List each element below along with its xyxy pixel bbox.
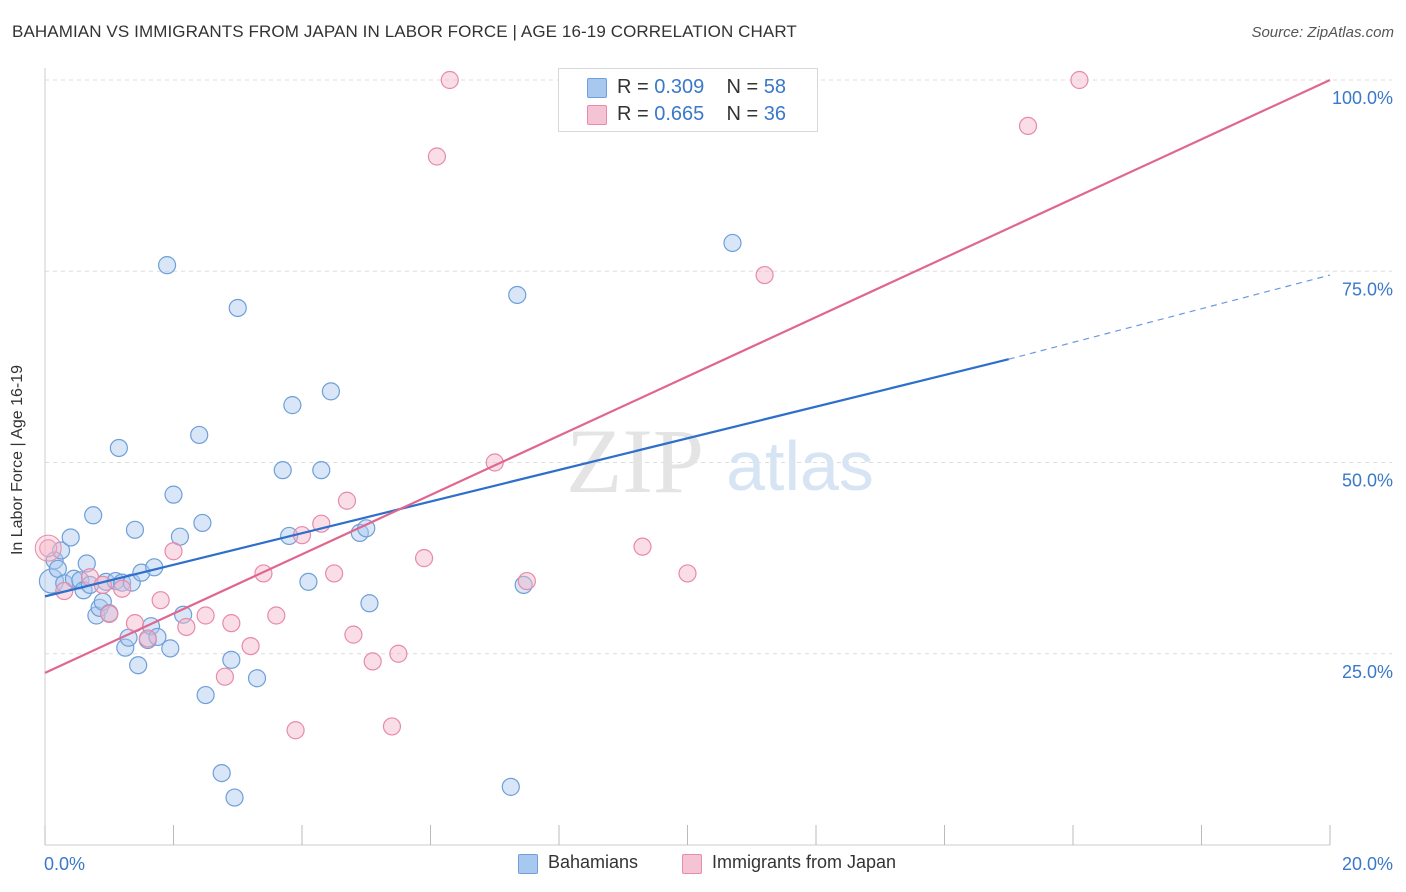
point-japan <box>267 606 286 625</box>
y-tick-label: 100.0% <box>1332 88 1393 108</box>
point-bahamians <box>273 461 292 480</box>
point-japan <box>286 721 305 740</box>
point-japan <box>389 644 408 663</box>
point-bahamians <box>299 572 318 591</box>
point-bahamians <box>116 638 135 657</box>
point-bahamians <box>157 256 177 275</box>
pink-swatch-icon <box>682 854 702 874</box>
point-japan <box>241 636 260 656</box>
point-bahamians <box>508 285 527 305</box>
trend-line-bahamians <box>44 358 1010 598</box>
point-bahamians <box>247 669 267 688</box>
point-bahamians <box>38 568 65 594</box>
point-japan <box>196 606 215 625</box>
r-label: R = <box>617 103 655 125</box>
point-japan <box>138 629 157 648</box>
point-japan <box>633 537 652 556</box>
grid <box>45 79 1392 655</box>
point-japan <box>337 491 357 510</box>
point-bahamians <box>501 777 520 796</box>
point-japan <box>222 614 241 633</box>
r-value: 0.309 <box>654 76 705 98</box>
point-japan <box>344 625 363 644</box>
blue-swatch-icon <box>587 78 607 98</box>
point-japan <box>678 564 697 583</box>
point-japan <box>151 591 170 610</box>
point-bahamians <box>164 485 183 504</box>
point-japan <box>93 575 112 595</box>
point-japan <box>177 617 196 637</box>
point-bahamians <box>190 425 209 445</box>
y-tick-label: 75.0% <box>1342 279 1393 299</box>
point-japan <box>112 579 132 598</box>
n-value: 58 <box>763 76 787 98</box>
r-value: 0.665 <box>654 103 705 125</box>
watermark-atlas: atlas <box>726 427 874 505</box>
y-axis-label: In Labor Force | Age 16-19 <box>9 364 26 556</box>
point-bahamians <box>193 513 212 533</box>
point-japan <box>164 542 183 561</box>
n-value: 36 <box>763 103 787 125</box>
point-bahamians <box>125 520 145 539</box>
point-bahamians <box>109 438 128 458</box>
point-japan-large <box>34 534 62 562</box>
point-bahamians <box>228 298 247 318</box>
source-label: Source: ZipAtlas.com <box>1251 24 1394 41</box>
point-japan <box>39 539 58 558</box>
point-bahamians <box>222 650 241 669</box>
y-tick-label: 25.0% <box>1342 662 1393 682</box>
point-bahamians <box>161 639 180 658</box>
point-japan <box>382 717 402 736</box>
point-bahamians <box>129 656 148 675</box>
legend-label: Bahamians <box>548 852 639 872</box>
stats-legend: R = 0.309 N = 58 R = 0.665 N = 36 <box>558 68 818 132</box>
point-japan <box>363 652 382 671</box>
point-japan <box>1070 70 1089 90</box>
tick-labels: 25.0% 50.0% 75.0% 100.0% 0.0% 20.0% <box>44 88 1393 874</box>
n-label: N = <box>726 76 764 98</box>
point-bahamians <box>84 506 103 525</box>
axes <box>44 68 1331 846</box>
point-japan <box>440 70 459 90</box>
point-bahamians <box>360 594 379 613</box>
point-bahamians <box>212 763 231 783</box>
point-japan <box>755 265 774 285</box>
point-bahamians <box>321 382 341 401</box>
r-label: R = <box>617 76 655 98</box>
x-tick-label: 20.0% <box>1342 854 1393 874</box>
point-japan <box>414 549 434 568</box>
trend-line-japan <box>44 79 1331 674</box>
blue-swatch-icon <box>518 854 538 874</box>
trend-lines <box>44 79 1331 674</box>
point-bahamians <box>61 528 80 547</box>
point-bahamians <box>723 233 742 253</box>
watermark-zip: ZIP <box>566 410 704 512</box>
chart-title: BAHAMIAN VS IMMIGRANTS FROM JAPAN IN LAB… <box>12 22 797 41</box>
y-tick-label: 50.0% <box>1342 471 1393 491</box>
point-bahamians <box>283 396 302 415</box>
point-japan <box>100 604 119 624</box>
n-label: N = <box>726 103 764 125</box>
point-bahamians <box>77 554 96 573</box>
pink-swatch-icon <box>587 105 607 125</box>
point-japan <box>215 667 234 686</box>
trend-line-bahamians-extension <box>1008 274 1331 360</box>
point-japan <box>1018 116 1038 136</box>
point-bahamians <box>225 788 244 807</box>
point-japan <box>427 147 447 166</box>
x-tick-label: 0.0% <box>44 854 85 874</box>
data-points <box>34 70 1089 807</box>
point-bahamians <box>196 685 215 705</box>
point-japan <box>325 564 344 583</box>
point-japan <box>517 571 536 591</box>
point-bahamians <box>312 461 331 480</box>
watermark: ZIP atlas <box>566 410 874 512</box>
point-japan <box>254 564 273 583</box>
legend-label: Immigrants from Japan <box>712 852 897 872</box>
